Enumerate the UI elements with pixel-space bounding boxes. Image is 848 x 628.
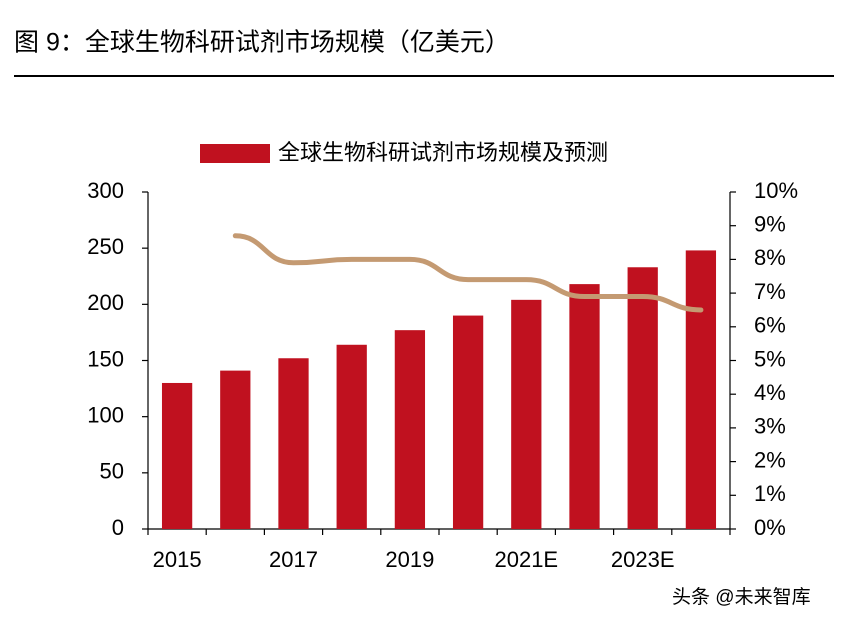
y-tick-label: 50	[100, 459, 124, 484]
bar	[394, 330, 426, 529]
bar	[452, 315, 484, 529]
y-tick-label: 300	[87, 178, 124, 203]
y-tick-label: 100	[87, 402, 124, 427]
bar	[220, 370, 251, 529]
y2-tick-label: 2%	[754, 447, 786, 472]
y2-tick-label: 10%	[754, 178, 798, 203]
chart-title: 图 9：全球生物科研试剂市场规模（亿美元）	[14, 29, 510, 57]
line	[232, 233, 704, 313]
y2-tick-label: 3%	[754, 414, 786, 439]
y-tick-label: 0	[112, 515, 124, 540]
x-tick-label: 2017	[269, 547, 318, 572]
legend-swatch	[200, 144, 270, 163]
bar	[627, 267, 658, 529]
bar	[511, 299, 542, 529]
y2-tick-label: 5%	[754, 346, 786, 371]
y2-tick-label: 8%	[754, 245, 786, 270]
y-tick-label: 250	[87, 234, 124, 259]
bar	[685, 250, 717, 529]
bar	[278, 358, 309, 529]
y2-tick-label: 1%	[754, 481, 786, 506]
legend-label: 全球生物科研试剂市场规模及预测	[278, 140, 608, 165]
bar	[336, 344, 367, 529]
x-tick-label: 2019	[385, 547, 434, 572]
y-tick-label: 150	[87, 346, 124, 371]
x-tick-label: 2015	[153, 547, 202, 572]
bar	[569, 284, 600, 529]
y2-tick-label: 0%	[754, 515, 786, 540]
x-tick-label: 2021E	[494, 547, 558, 572]
y2-tick-label: 4%	[754, 380, 786, 405]
y2-tick-label: 9%	[754, 212, 786, 237]
x-tick-label: 2023E	[611, 547, 675, 572]
bar	[161, 382, 193, 529]
y-tick-label: 200	[87, 290, 124, 315]
y2-tick-label: 7%	[754, 279, 786, 304]
watermark: 头条 @未来智库	[672, 586, 811, 608]
y2-tick-label: 6%	[754, 313, 786, 338]
